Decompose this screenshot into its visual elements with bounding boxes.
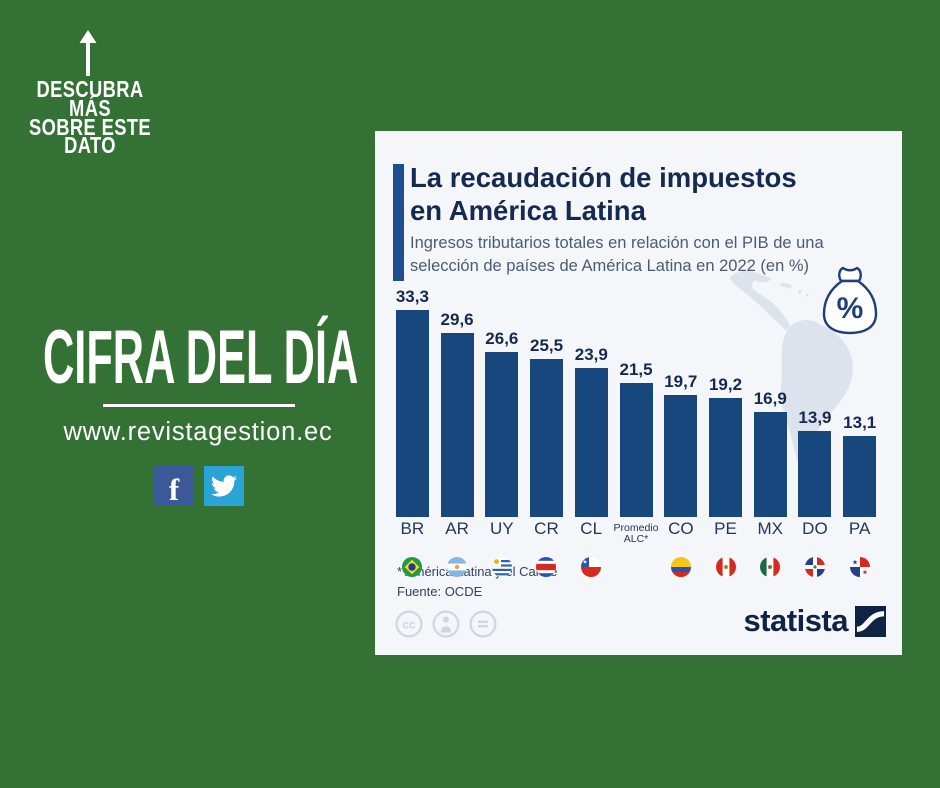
no-derivatives-icon[interactable]: [469, 610, 497, 638]
arrow-up-icon: [79, 30, 97, 76]
chart-title: La recaudación de impuestos en América L…: [410, 162, 797, 226]
category-cell: CL: [569, 520, 614, 577]
chart-source: Fuente: OCDE: [397, 584, 483, 599]
bar-column: 19,2: [703, 375, 748, 517]
discover-line: SOBRE ESTE: [28, 113, 152, 140]
bar-value-label: 16,9: [753, 388, 787, 408]
bar-value-label: 25,5: [530, 335, 564, 355]
category-label: PE: [714, 519, 737, 538]
statista-logo[interactable]: statista: [743, 603, 886, 639]
category-cell: Promedio ALC*: [614, 520, 659, 577]
statista-chart-card: La recaudación de impuestos en América L…: [375, 131, 902, 655]
attribution-icon[interactable]: [432, 610, 460, 638]
category-label: CL: [580, 519, 603, 538]
category-row: BR AR UY CR CL Promedio ALC* CO PE MX DO PA: [390, 520, 882, 577]
pa-flag-icon: [849, 557, 870, 577]
svg-text:cc: cc: [402, 618, 416, 632]
bar-value-label: 19,7: [664, 371, 698, 391]
cl-flag-icon: [581, 557, 602, 577]
bar-column: 26,6: [479, 329, 524, 517]
svg-text:%: %: [837, 292, 864, 325]
bar-column: 33,3: [390, 287, 435, 517]
social-icons: f: [154, 466, 244, 507]
bar-column: 16,9: [748, 389, 793, 517]
bar: [843, 435, 877, 517]
cr-flag-icon: [536, 557, 557, 577]
headline-underline: [103, 404, 295, 407]
statista-wordmark: statista: [743, 603, 848, 638]
mx-flag-icon: [760, 557, 781, 577]
page-title: CIFRA DEL DÍA: [43, 315, 359, 400]
bar-value-label: 26,6: [485, 328, 519, 348]
chart-subtitle: Ingresos tributarios totales en relación…: [410, 234, 824, 275]
bar-value-label: 29,6: [440, 310, 474, 330]
bar-value-label: 13,1: [843, 412, 877, 432]
bar-column: 29,6: [435, 310, 480, 517]
category-label: CR: [534, 519, 559, 538]
bar-value-label: 19,2: [708, 374, 743, 394]
bar: [440, 333, 474, 517]
chart-footnote: * América Latina y el Caribe: [397, 564, 558, 579]
bar-column: 25,5: [524, 335, 569, 517]
category-cell: DO: [793, 520, 838, 577]
bar: [574, 368, 608, 517]
category-label: UY: [489, 519, 514, 538]
bar: [664, 394, 698, 517]
cc-icon[interactable]: cc: [395, 610, 423, 638]
bar: [619, 383, 653, 517]
bar-column: 21,5: [614, 360, 659, 517]
facebook-icon[interactable]: f: [154, 466, 194, 507]
category-cell: CO: [658, 520, 703, 577]
category-cell: PE: [703, 520, 748, 577]
bar-plot: 33,3 29,6 26,6 25,5 23,9 21,5 19,7 19,2 16,9 13,9…: [390, 286, 882, 517]
bar: [753, 411, 787, 517]
discover-line: DESCUBRA MÁS: [36, 76, 144, 121]
bar-column: 23,9: [569, 345, 614, 517]
bar-value-label: 33,3: [395, 287, 429, 307]
bar: [485, 351, 519, 517]
title-accent-bar: [393, 164, 404, 281]
category-label: Promedio ALC*: [613, 522, 659, 545]
category-label: DO: [802, 519, 828, 538]
bar-value-label: 21,5: [619, 360, 653, 380]
statista-logo-mark: [855, 605, 886, 637]
website-link[interactable]: www.revistagestion.ec: [63, 418, 333, 446]
category-label: MX: [757, 519, 783, 538]
bar-column: 19,7: [658, 372, 703, 517]
twitter-icon[interactable]: [204, 466, 244, 506]
do-flag-icon: [804, 557, 825, 577]
category-label: AR: [445, 519, 469, 538]
category-cell: AR: [435, 520, 480, 577]
bar-value-label: 13,9: [798, 407, 832, 427]
category-cell: PA: [837, 520, 882, 577]
co-flag-icon: [670, 557, 691, 577]
bar: [798, 430, 832, 517]
discover-more-note: DESCUBRA MÁS SOBRE ESTE DATO: [26, 76, 154, 159]
category-label: BR: [400, 519, 425, 538]
category-label: CO: [668, 519, 694, 538]
br-flag-icon: [402, 557, 423, 577]
ar-flag-icon: [447, 557, 468, 577]
license-icons: cc: [395, 610, 497, 638]
pe-flag-icon: [715, 557, 736, 577]
bar: [530, 358, 564, 517]
bar-column: 13,9: [793, 408, 838, 517]
category-label: PA: [848, 519, 871, 538]
category-cell: UY: [479, 520, 524, 577]
bar: [395, 310, 429, 517]
category-cell: CR: [524, 520, 569, 577]
bar-value-label: 23,9: [574, 345, 608, 365]
uy-flag-icon: [491, 557, 512, 577]
discover-line: DATO: [64, 132, 116, 159]
bar: [709, 397, 742, 517]
money-bag-percent-icon: %: [822, 266, 878, 335]
bar-column: 13,1: [837, 413, 882, 517]
category-cell: MX: [748, 520, 793, 577]
category-cell: BR: [390, 520, 435, 577]
